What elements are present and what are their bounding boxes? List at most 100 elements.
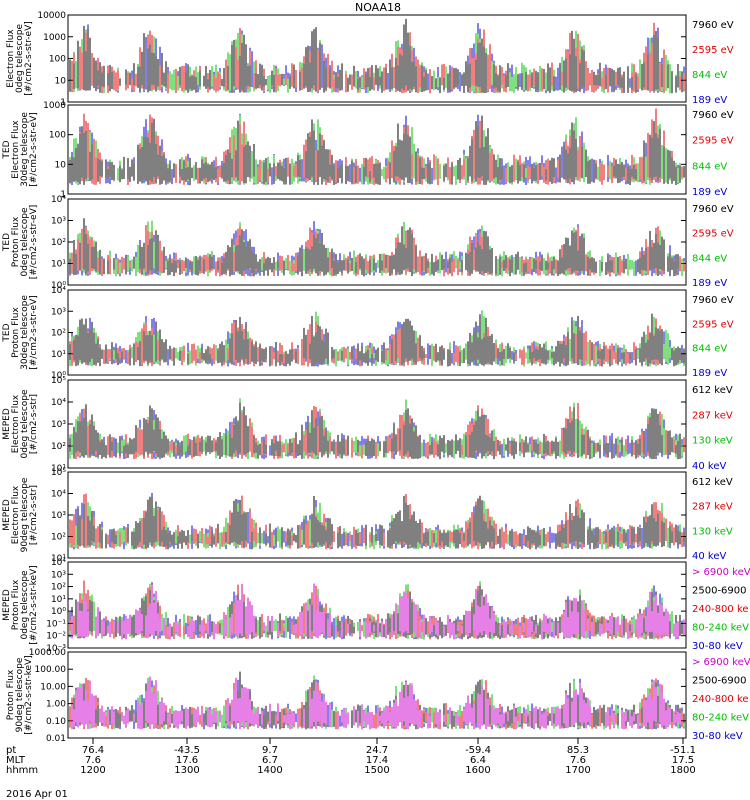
y-tick-label: 100: [49, 131, 66, 141]
y-axis-label: MEPED Electron Flux 0deg telescope [#/cm2-s…: [2, 389, 39, 459]
y-tick-label: 10³: [51, 511, 66, 521]
panel-frame: [67, 14, 687, 103]
channel-label: 189 eV: [692, 187, 727, 198]
y-tick-label: 10³: [51, 217, 66, 227]
channel-legend: 7960 eV 2595 eV 844 eV 189 eV: [692, 110, 734, 198]
y-label-line: Proton Flux: [11, 216, 21, 267]
channel-label: 612 keV: [692, 385, 733, 396]
y-axis-label: TED Electron Flux 30deg telescope [#/cm2-s-…: [2, 112, 39, 187]
y-axis-label: TED Proton Flux 0deg telescope [#/cm2-s-str…: [2, 205, 39, 280]
data-traces: [69, 18, 685, 94]
y-label-line: Electron Flux: [6, 29, 16, 88]
channel-label: 844 eV: [692, 344, 727, 355]
y-label-line: Electron Flux: [11, 485, 21, 544]
channel-label: 844 eV: [692, 70, 727, 81]
y-label-line: 0deg telescope: [15, 24, 25, 94]
channel-legend: 612 keV 287 keV 130 keV 40 keV: [692, 385, 733, 472]
channel-label: 130 keV: [692, 436, 733, 447]
panel-p6: 10¹ 10² 10³ 10⁴ 10⁵ MEPED Electron Flux 90deg t…: [2, 468, 733, 564]
channel-label: 130 keV: [692, 526, 733, 537]
y-label-line: 30deg telescope: [20, 112, 30, 187]
y-label-line: MEPED: [2, 408, 12, 440]
y-label-line: MEPED: [2, 499, 12, 531]
y-label-line: [#/cm2-s-str-eV]: [29, 295, 39, 370]
channel-label: 844 eV: [692, 253, 727, 264]
y-tick-label: 10⁴: [51, 398, 66, 408]
y-label-line: [#/cm2-s-str]: [29, 394, 39, 454]
y-tick-label: 10⁵: [51, 376, 66, 386]
panel-p3: 10⁰ 10¹ 10² 10³ 10⁴ TED Proton Flux 0deg telesc…: [2, 195, 734, 291]
channel-label: 7960 eV: [692, 110, 734, 121]
channel-label: 844 eV: [692, 161, 727, 172]
data-traces: [69, 398, 685, 460]
y-axis-label: MEPED Electron Flux 90deg telescope [#/cm2-…: [2, 477, 39, 552]
channel-label: 189 eV: [692, 278, 727, 289]
y-tick-label: 10⁴: [51, 286, 66, 296]
panel-frame: [67, 471, 687, 559]
channel-label: 189 eV: [692, 95, 727, 106]
channel-label: 7960 eV: [692, 295, 734, 306]
y-tick-label: 10⁻³: [46, 644, 66, 654]
y-tick-label: 10¹: [51, 350, 66, 360]
channel-label: 7960 eV: [692, 204, 734, 215]
data-traces: [69, 310, 685, 367]
y-tick-label: 10²: [51, 238, 66, 248]
y-tick-label: 10⁻¹: [46, 619, 66, 629]
channel-label: 2595 eV: [692, 136, 734, 147]
y-tick-label: 10⁻²: [46, 632, 66, 642]
panel-frame: [67, 198, 687, 286]
y-tick-label: 1000: [43, 101, 66, 111]
channel-legend: 7960 eV 2595 eV 844 eV 189 eV: [692, 204, 734, 289]
y-label-line: [#/cm2-s-str-eV]: [24, 21, 34, 96]
channel-legend: 612 keV 287 keV 130 keV 40 keV: [692, 477, 733, 562]
channel-legend: 7960 eV 2595 eV 844 eV 189 eV: [692, 295, 734, 379]
y-tick-label: 10000: [37, 11, 66, 21]
y-label-line: 0deg telescope: [20, 389, 30, 459]
y-label-line: Electron Flux: [11, 394, 21, 453]
channel-label: 287 keV: [692, 502, 733, 513]
y-label-line: [#/cm2-s-str-eV]: [29, 112, 39, 187]
y-tick-label: 10³: [51, 307, 66, 317]
y-tick-label: 10⁴: [51, 195, 66, 205]
y-tick-label: 10: [55, 160, 67, 170]
y-label-line: Electron Flux: [11, 120, 21, 179]
panel-p2: 1 10 100 1000 TED Electron Flux 30deg telescop…: [2, 101, 734, 200]
channel-label: 7960 eV: [692, 20, 734, 31]
panel-p5: 10¹ 10² 10³ 10⁴ 10⁵ MEPED Electron Flux 0deg te…: [2, 376, 733, 474]
y-axis-label: TED Proton Flux 30deg telescope [#/cm2-s-st…: [2, 295, 39, 370]
plot-title: NOAA18: [355, 1, 401, 14]
channel-label: 2595 eV: [692, 319, 734, 330]
data-traces: [69, 108, 685, 186]
y-label-line: TED: [2, 323, 12, 342]
channel-label: 287 keV: [692, 410, 733, 421]
y-label-line: TED: [2, 233, 12, 252]
panel-frame: [67, 289, 687, 376]
channel-label: 2595 eV: [692, 45, 734, 56]
y-tick-label: 10¹: [51, 260, 66, 270]
y-label-line: 0deg telescope: [20, 207, 30, 277]
y-tick-label: 10⁰: [51, 371, 66, 381]
y-tick-label: 10³: [51, 420, 66, 430]
y-label-line: Proton Flux: [11, 307, 21, 358]
y-label-line: [#/cm2-s-str-eV]: [29, 205, 39, 280]
channel-label: 189 eV: [692, 368, 727, 379]
panel-frame: [67, 104, 687, 195]
y-tick-label: 10⁰: [51, 607, 66, 617]
y-tick-label: 10¹: [51, 554, 66, 564]
y-tick-label: 10⁰: [51, 281, 66, 291]
y-tick-label: 10²: [51, 533, 66, 543]
data-traces: [69, 218, 685, 277]
y-tick-label: 10²: [51, 442, 66, 452]
y-tick-label: 10²: [51, 583, 66, 593]
y-axis-label: Electron Flux 0deg telescope [#/cm2-s-str-…: [6, 21, 34, 96]
y-label-line: 30deg telescope: [20, 295, 30, 370]
panel-p4: 10⁰ 10¹ 10² 10³ 10⁴ TED Proton Flux 30deg teles…: [2, 286, 734, 381]
y-tick-label: 10¹: [51, 595, 66, 605]
y-tick-label: 10⁵: [51, 468, 66, 478]
channel-label: 612 keV: [692, 477, 733, 488]
y-tick-label: 100: [49, 55, 66, 65]
channel-label: 2595 eV: [692, 229, 734, 240]
y-tick-label: 10⁴: [51, 490, 66, 500]
